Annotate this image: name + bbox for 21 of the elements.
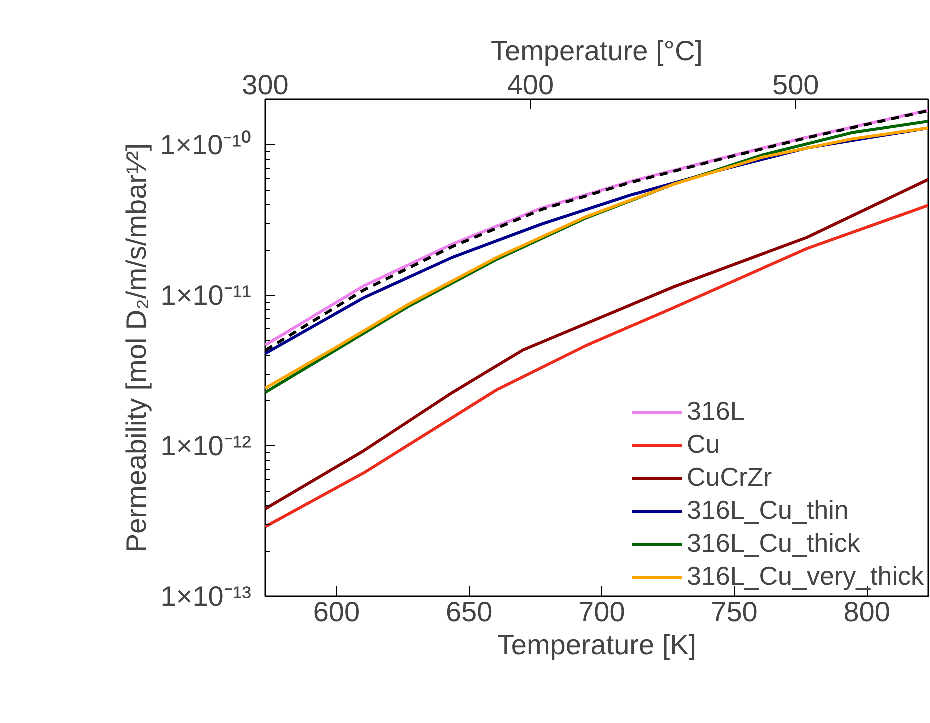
x2-tick-label: 300 bbox=[242, 70, 289, 100]
y-tick-label: 1×10⁻¹² bbox=[160, 430, 252, 462]
x-tick-label: 700 bbox=[578, 596, 626, 628]
legend-label: CuCrZr bbox=[686, 462, 772, 493]
legend-label: 316L bbox=[686, 396, 745, 427]
y-tick-label: 1×10⁻¹³ bbox=[160, 581, 252, 612]
x-tick-label: 800 bbox=[844, 596, 890, 628]
x2-axis-title: Temperature [°C] bbox=[491, 36, 703, 66]
legend-label: 316L_Cu_very_thick bbox=[686, 561, 924, 592]
x-tick-label: 650 bbox=[446, 596, 493, 628]
y-axis-title: Permeability [mol D₂/m/s/mbar¹⁄²] bbox=[121, 143, 152, 553]
y-tick-label: 1×10⁻¹⁰ bbox=[160, 129, 252, 160]
x-axis-title: Temperature [K] bbox=[497, 630, 697, 660]
x2-tick-label: 400 bbox=[507, 70, 554, 100]
x-tick-label: 600 bbox=[313, 596, 360, 628]
x2-tick-label: 500 bbox=[772, 70, 820, 100]
legend-label: 316L_Cu_thin bbox=[686, 495, 849, 526]
legend-label: Cu bbox=[686, 429, 720, 460]
y-tick-label: 1×10⁻¹¹ bbox=[160, 280, 252, 311]
x-tick-label: 750 bbox=[711, 596, 758, 628]
legend-label: 316L_Cu_thick bbox=[686, 528, 860, 559]
